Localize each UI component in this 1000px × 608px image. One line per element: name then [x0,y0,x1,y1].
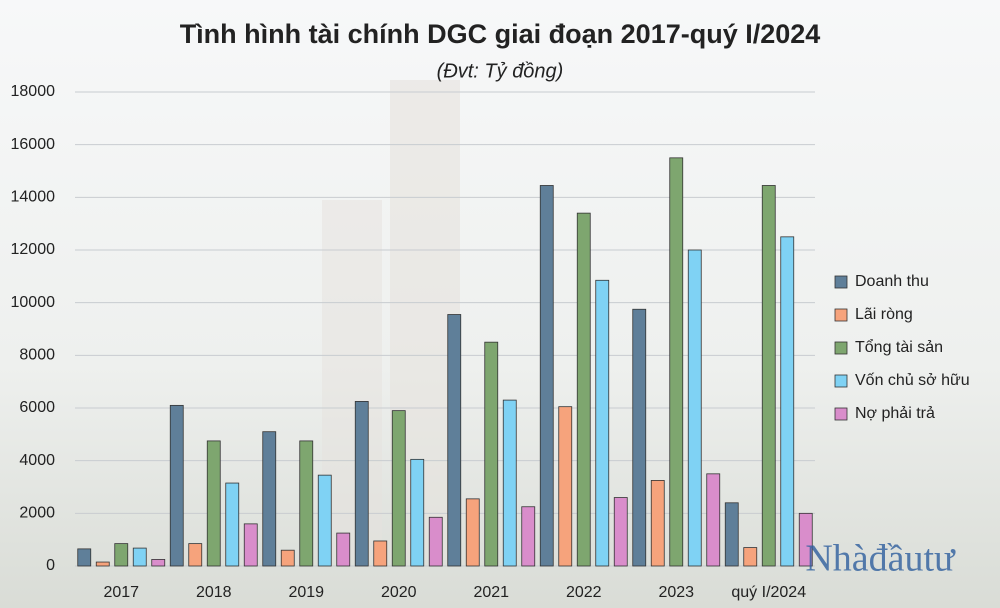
y-tick-label: 6000 [19,399,55,416]
y-tick-label: 0 [46,557,55,574]
bar [95,561,110,567]
bar [132,547,147,567]
bar [798,512,813,567]
bar [576,212,591,567]
bar [632,308,647,567]
bar [613,497,628,567]
bar [521,506,536,567]
x-tick-label: 2021 [473,584,509,601]
bar [188,543,203,567]
legend-label: Tổng tài sản [855,338,943,356]
chart-subtitle: (Đvt: Tỷ đồng) [437,60,564,82]
x-tick-label: quý I/2024 [731,584,806,601]
bar [706,473,721,567]
x-tick-label: 2018 [196,584,232,601]
bar [280,549,295,567]
bar [669,157,684,567]
watermark: Nhàđầutư [805,538,956,580]
y-tick-label: 14000 [11,189,56,206]
legend-swatch [834,407,848,421]
bar [724,502,739,567]
bar [391,410,406,567]
legend-swatch [834,374,848,388]
bar [428,516,443,567]
legend-swatch [834,275,848,289]
bar [539,185,554,567]
bar [761,185,776,567]
bar [114,543,129,567]
bar [595,279,610,567]
bar [262,431,277,567]
bar [447,314,462,567]
legend-label: Lãi ròng [855,306,913,323]
bar [243,523,258,567]
chart-title: Tình hình tài chính DGC giai đoạn 2017-q… [180,19,821,49]
bar [336,532,351,567]
y-tick-label: 2000 [19,505,55,522]
bar [354,401,369,567]
bar [151,559,166,567]
bar [373,540,388,567]
x-tick-label: 2019 [288,584,324,601]
bar [465,498,480,567]
bar [77,548,92,567]
bar [650,480,665,567]
bar [410,458,425,567]
y-tick-label: 12000 [11,241,56,258]
y-tick-label: 4000 [19,452,55,469]
bar [558,406,573,567]
x-tick-label: 2020 [381,584,417,601]
bar [780,236,795,567]
y-tick-label: 8000 [19,347,55,364]
x-tick-label: 2022 [566,584,602,601]
x-tick-label: 2017 [103,584,139,601]
x-tick-label: 2023 [658,584,694,601]
y-tick-label: 16000 [11,136,56,153]
bar [225,482,240,567]
bar [169,404,184,567]
bar [743,547,758,567]
y-tick-label: 10000 [11,294,56,311]
legend-label: Nợ phải trả [855,405,935,422]
legend-swatch [834,308,848,322]
bar [317,474,332,567]
bar [687,249,702,567]
legend-label: Doanh thu [855,273,929,290]
backdrop-tower [322,200,382,560]
bar [299,440,314,567]
bar [484,341,499,567]
bar [502,399,517,567]
legend-label: Vốn chủ sở hữu [855,372,970,389]
y-tick-label: 18000 [11,83,56,100]
bar [206,440,221,567]
legend-swatch [834,341,848,355]
